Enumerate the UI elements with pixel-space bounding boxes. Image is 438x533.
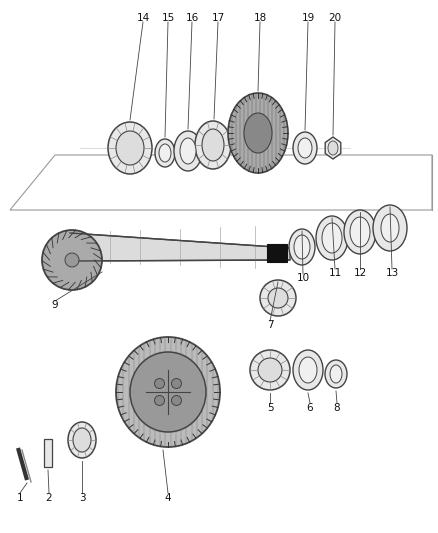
Text: 13: 13 [385, 268, 399, 278]
Ellipse shape [202, 129, 224, 161]
Text: 4: 4 [165, 493, 171, 503]
Ellipse shape [195, 121, 231, 169]
Ellipse shape [322, 223, 342, 253]
Text: 1: 1 [17, 493, 23, 503]
Ellipse shape [228, 93, 288, 173]
Ellipse shape [42, 230, 102, 290]
Ellipse shape [350, 217, 370, 247]
Text: 12: 12 [353, 268, 367, 278]
Ellipse shape [330, 365, 342, 383]
Ellipse shape [244, 113, 272, 153]
Ellipse shape [155, 139, 175, 167]
Ellipse shape [68, 422, 96, 458]
Ellipse shape [73, 428, 91, 452]
Bar [267, 244, 287, 262]
Polygon shape [70, 233, 290, 261]
Ellipse shape [130, 352, 206, 432]
Text: 7: 7 [267, 320, 273, 330]
Ellipse shape [293, 132, 317, 164]
Ellipse shape [381, 214, 399, 242]
Ellipse shape [316, 216, 348, 260]
Ellipse shape [299, 357, 317, 383]
Text: 6: 6 [307, 403, 313, 413]
Polygon shape [325, 137, 341, 159]
Ellipse shape [172, 395, 181, 406]
Ellipse shape [294, 235, 310, 259]
Text: 3: 3 [79, 493, 85, 503]
Ellipse shape [258, 358, 282, 382]
Bar [44, 439, 52, 467]
Text: 19: 19 [301, 13, 314, 23]
Ellipse shape [159, 144, 171, 162]
Ellipse shape [325, 360, 347, 388]
Text: 17: 17 [212, 13, 225, 23]
Text: 15: 15 [161, 13, 175, 23]
Ellipse shape [155, 395, 165, 406]
Text: 18: 18 [253, 13, 267, 23]
Text: 16: 16 [185, 13, 198, 23]
Text: 20: 20 [328, 13, 342, 23]
Ellipse shape [293, 350, 323, 390]
Ellipse shape [373, 205, 407, 251]
Ellipse shape [155, 378, 165, 389]
Ellipse shape [298, 138, 312, 158]
Text: 2: 2 [46, 493, 52, 503]
Ellipse shape [172, 378, 181, 389]
Ellipse shape [289, 229, 315, 265]
Text: 9: 9 [52, 300, 58, 310]
Text: 5: 5 [267, 403, 273, 413]
Text: 11: 11 [328, 268, 342, 278]
Ellipse shape [174, 131, 202, 171]
Text: 14: 14 [136, 13, 150, 23]
Ellipse shape [260, 280, 296, 316]
Ellipse shape [268, 288, 288, 308]
Ellipse shape [116, 337, 220, 447]
Ellipse shape [328, 141, 338, 155]
Ellipse shape [250, 350, 290, 390]
Ellipse shape [116, 131, 144, 165]
Text: 8: 8 [334, 403, 340, 413]
Ellipse shape [108, 122, 152, 174]
Text: 10: 10 [297, 273, 310, 283]
Ellipse shape [180, 138, 196, 164]
Ellipse shape [344, 210, 376, 254]
Ellipse shape [65, 253, 79, 267]
